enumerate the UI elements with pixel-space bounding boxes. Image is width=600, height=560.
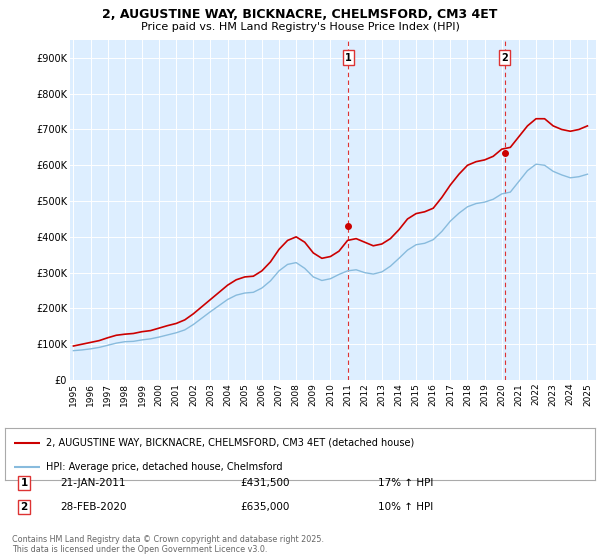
Text: 2, AUGUSTINE WAY, BICKNACRE, CHELMSFORD, CM3 4ET (detached house): 2, AUGUSTINE WAY, BICKNACRE, CHELMSFORD,… <box>46 437 415 447</box>
Text: Contains HM Land Registry data © Crown copyright and database right 2025.
This d: Contains HM Land Registry data © Crown c… <box>12 535 324 554</box>
Text: 28-FEB-2020: 28-FEB-2020 <box>60 502 127 512</box>
Text: Price paid vs. HM Land Registry's House Price Index (HPI): Price paid vs. HM Land Registry's House … <box>140 22 460 32</box>
Text: 1: 1 <box>345 53 352 63</box>
Text: £635,000: £635,000 <box>240 502 289 512</box>
Text: 17% ↑ HPI: 17% ↑ HPI <box>378 478 433 488</box>
Text: 1: 1 <box>20 478 28 488</box>
Text: 2: 2 <box>20 502 28 512</box>
Text: 21-JAN-2011: 21-JAN-2011 <box>60 478 125 488</box>
Text: 2, AUGUSTINE WAY, BICKNACRE, CHELMSFORD, CM3 4ET: 2, AUGUSTINE WAY, BICKNACRE, CHELMSFORD,… <box>103 8 497 21</box>
Text: 2: 2 <box>501 53 508 63</box>
Text: 10% ↑ HPI: 10% ↑ HPI <box>378 502 433 512</box>
Text: HPI: Average price, detached house, Chelmsford: HPI: Average price, detached house, Chel… <box>46 462 283 472</box>
Text: £431,500: £431,500 <box>240 478 290 488</box>
